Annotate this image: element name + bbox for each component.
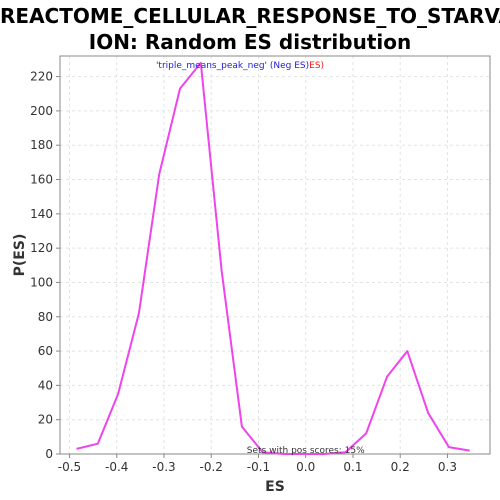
series-lines [76,61,470,455]
y-axis-label: P(ES) [12,234,28,277]
x-tick-label: 0.2 [391,460,410,474]
x-tick-label: 0.0 [296,460,315,474]
y-tick-label: 40 [38,378,53,392]
y-tick-label: 160 [30,173,53,187]
y-tick-label: 200 [30,104,53,118]
x-tick-label: -0.5 [58,460,81,474]
chart-title-line-2: ION: Random ES distribution [88,30,412,54]
x-tick-label: 0.3 [438,460,457,474]
legend: 'triple_means_peak_neg' (Neg ES)ES) [156,61,324,71]
pos-scores-annotation: Sets with pos scores: 15% [247,446,365,456]
y-tick-label: 140 [30,207,53,221]
y-tick-label: 80 [38,310,53,324]
y-tick-label: 220 [30,70,53,84]
x-axis-label: ES [265,479,285,495]
series-line [76,61,470,455]
y-tick-label: 120 [30,241,53,255]
chart-title: REACTOME_CELLULAR_RESPONSE_TO_STARVAT IO… [0,3,500,55]
y-tick-label: 0 [45,447,53,461]
x-tick-label: -0.4 [105,460,128,474]
y-tick-label: 20 [38,413,53,427]
plot-frame [59,55,491,455]
chart-title-line-1: REACTOME_CELLULAR_RESPONSE_TO_STARVAT [0,4,500,28]
y-tick-label: 60 [38,344,53,358]
grid-lines [60,56,490,455]
x-tick-label: -0.1 [247,460,270,474]
x-tick-label: 0.1 [343,460,362,474]
x-tick-label: -0.3 [152,460,175,474]
y-tick-label: 100 [30,275,53,289]
axis-ticks: 0 20 40 60 80 100 120 140 160 180 200 220 -0.5 -0.4 -0… [30,70,457,474]
x-tick-label: -0.2 [199,460,222,474]
legend-label-series: 'triple_means_peak_neg' (Neg ES) [156,61,309,71]
y-tick-label: 180 [30,138,53,152]
legend-label-es: ES) [309,61,324,71]
